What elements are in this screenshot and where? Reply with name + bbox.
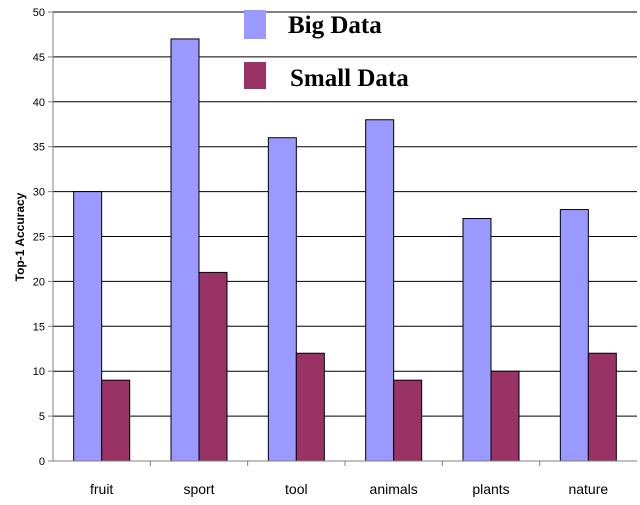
y-tick-label-30: 30	[33, 187, 45, 199]
legend-label-big-data: Big Data	[288, 12, 382, 39]
y-tick-label-0: 0	[39, 456, 45, 468]
y-tick-label-35: 35	[33, 142, 45, 154]
y-tick-label-20: 20	[33, 276, 45, 288]
x-tick-label-plants: plants	[472, 481, 509, 497]
bar-small-data-nature	[587, 352, 617, 462]
bar-small-data-animals	[393, 379, 423, 462]
bar-small-data-sport	[198, 271, 228, 462]
bars	[73, 38, 617, 462]
x-tick-label-animals: animals	[370, 481, 418, 497]
legend: Big Data Small Data	[244, 10, 409, 92]
y-axis-ticks: 0 5 10 15 20 25 30 35 40 45 50	[33, 7, 53, 468]
bar-big-data-fruit	[73, 191, 103, 462]
legend-label-small-data: Small Data	[290, 65, 409, 92]
bar-big-data-plants	[462, 218, 492, 462]
y-tick-label-40: 40	[33, 97, 45, 109]
y-axis-label: Top-1 Accuracy	[13, 192, 27, 281]
bar-big-data-tool	[267, 137, 297, 462]
y-tick-label-50: 50	[33, 7, 45, 19]
bar-small-data-plants	[490, 370, 520, 462]
legend-swatch-big-data	[244, 10, 266, 39]
y-tick-label-15: 15	[33, 321, 45, 333]
y-tick-label-10: 10	[33, 366, 45, 378]
x-tick-label-tool: tool	[285, 481, 308, 497]
bar-big-data-nature	[559, 209, 589, 462]
x-axis-labels: fruit sport tool animals plants nature	[90, 461, 608, 497]
y-tick-label-25: 25	[33, 232, 45, 244]
bar-small-data-tool	[295, 352, 325, 462]
bar-small-data-fruit	[101, 379, 131, 462]
legend-swatch-small-data	[244, 62, 266, 89]
y-tick-label-5: 5	[39, 411, 45, 423]
x-tick-label-sport: sport	[183, 481, 214, 497]
gridlines	[53, 11, 637, 417]
y-tick-label-45: 45	[33, 52, 45, 64]
x-tick-label-fruit: fruit	[90, 481, 113, 497]
bar-big-data-sport	[170, 38, 200, 462]
bar-big-data-animals	[365, 119, 395, 462]
x-tick-label-nature: nature	[568, 481, 608, 497]
